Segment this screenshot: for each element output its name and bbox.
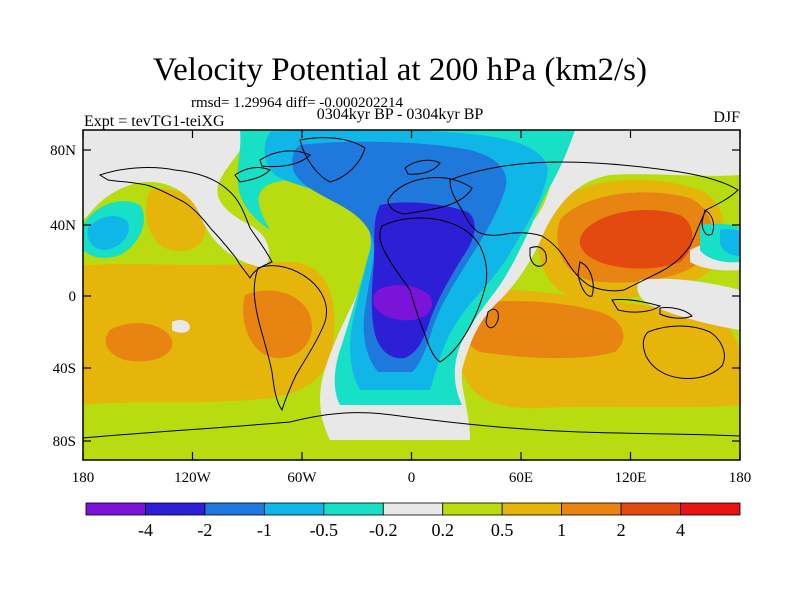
lat-tick-label: 80S (53, 434, 76, 450)
colorbar-swatch (323, 502, 384, 516)
colorbar-label: 4 (676, 520, 685, 540)
lon-tick-label: 180 (72, 470, 95, 486)
experiment-label: Expt = tevTG1-teiXG (84, 113, 225, 130)
colorbar-swatch (620, 502, 681, 516)
map-title: Velocity Potential at 200 hPa (km2/s) (152, 52, 648, 88)
colorbar-label: -1 (257, 520, 272, 540)
colorbar-label: -0.5 (310, 520, 339, 540)
colorbar-label: -0.2 (369, 520, 398, 540)
colorbar-swatch (501, 502, 563, 516)
lat-tick-label: 40N (50, 218, 76, 234)
lon-tick-label: 60W (287, 470, 317, 486)
lon-tick-label: 180 (729, 470, 752, 486)
colorbar-swatch (145, 502, 206, 516)
colorbar-swatch (680, 502, 741, 516)
lon-tick-label: 60E (509, 470, 533, 486)
colorbar-swatch (204, 502, 265, 516)
season-label: DJF (713, 109, 740, 126)
lon-tick-label: 120E (615, 470, 647, 486)
coastlines (83, 137, 740, 439)
colorbar-label: -4 (138, 520, 153, 540)
colorbar-label: -2 (197, 520, 212, 540)
colorbar-swatch (442, 502, 503, 516)
colorbar-label: 1 (557, 520, 566, 540)
period-line: 0304kyr BP - 0304kyr BP (316, 106, 484, 123)
lat-tick-label: 0 (69, 289, 77, 305)
lon-tick-label: 120W (174, 470, 212, 486)
colorbar-swatch (561, 502, 622, 516)
colorbar-swatch (263, 502, 325, 516)
colorbar-label: 0.5 (491, 520, 514, 540)
colorbar: -4 -2 -1 -0.5 -0.2 0.2 0.5 1 2 4 (85, 502, 741, 540)
colorbar-label: 2 (617, 520, 626, 540)
lat-tick-label: 40S (53, 361, 76, 377)
lat-tick-label: 80N (50, 143, 76, 159)
lon-tick-label: 0 (408, 470, 416, 486)
stats-line: rmsd= 1.29964 diff= -0.000202214 (191, 95, 404, 111)
colorbar-label: 0.2 (431, 520, 454, 540)
colorbar-swatch (85, 502, 146, 516)
colorbar-swatch (382, 502, 444, 516)
